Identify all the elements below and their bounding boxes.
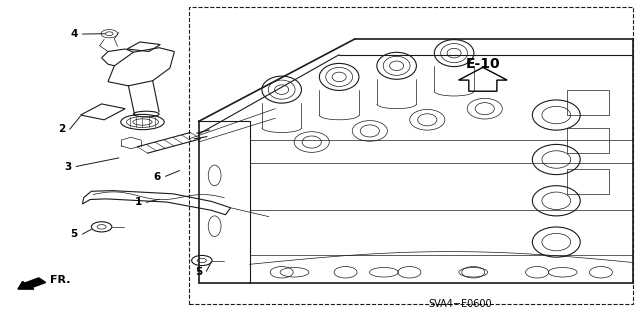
Text: 4: 4 (70, 29, 78, 39)
Text: E-10: E-10 (465, 57, 500, 71)
FancyArrow shape (18, 278, 45, 289)
Text: 3: 3 (64, 162, 72, 173)
Bar (189, 7, 633, 304)
Bar (568, 169, 609, 195)
Bar (568, 90, 609, 115)
Text: 2: 2 (58, 124, 65, 134)
Text: 6: 6 (154, 172, 161, 182)
Text: SVA4−E0600: SVA4−E0600 (429, 299, 492, 309)
Text: 5: 5 (195, 267, 202, 277)
Text: FR.: FR. (50, 275, 70, 285)
Text: 5: 5 (70, 229, 77, 239)
Text: 1: 1 (134, 197, 141, 207)
Bar (568, 128, 609, 153)
